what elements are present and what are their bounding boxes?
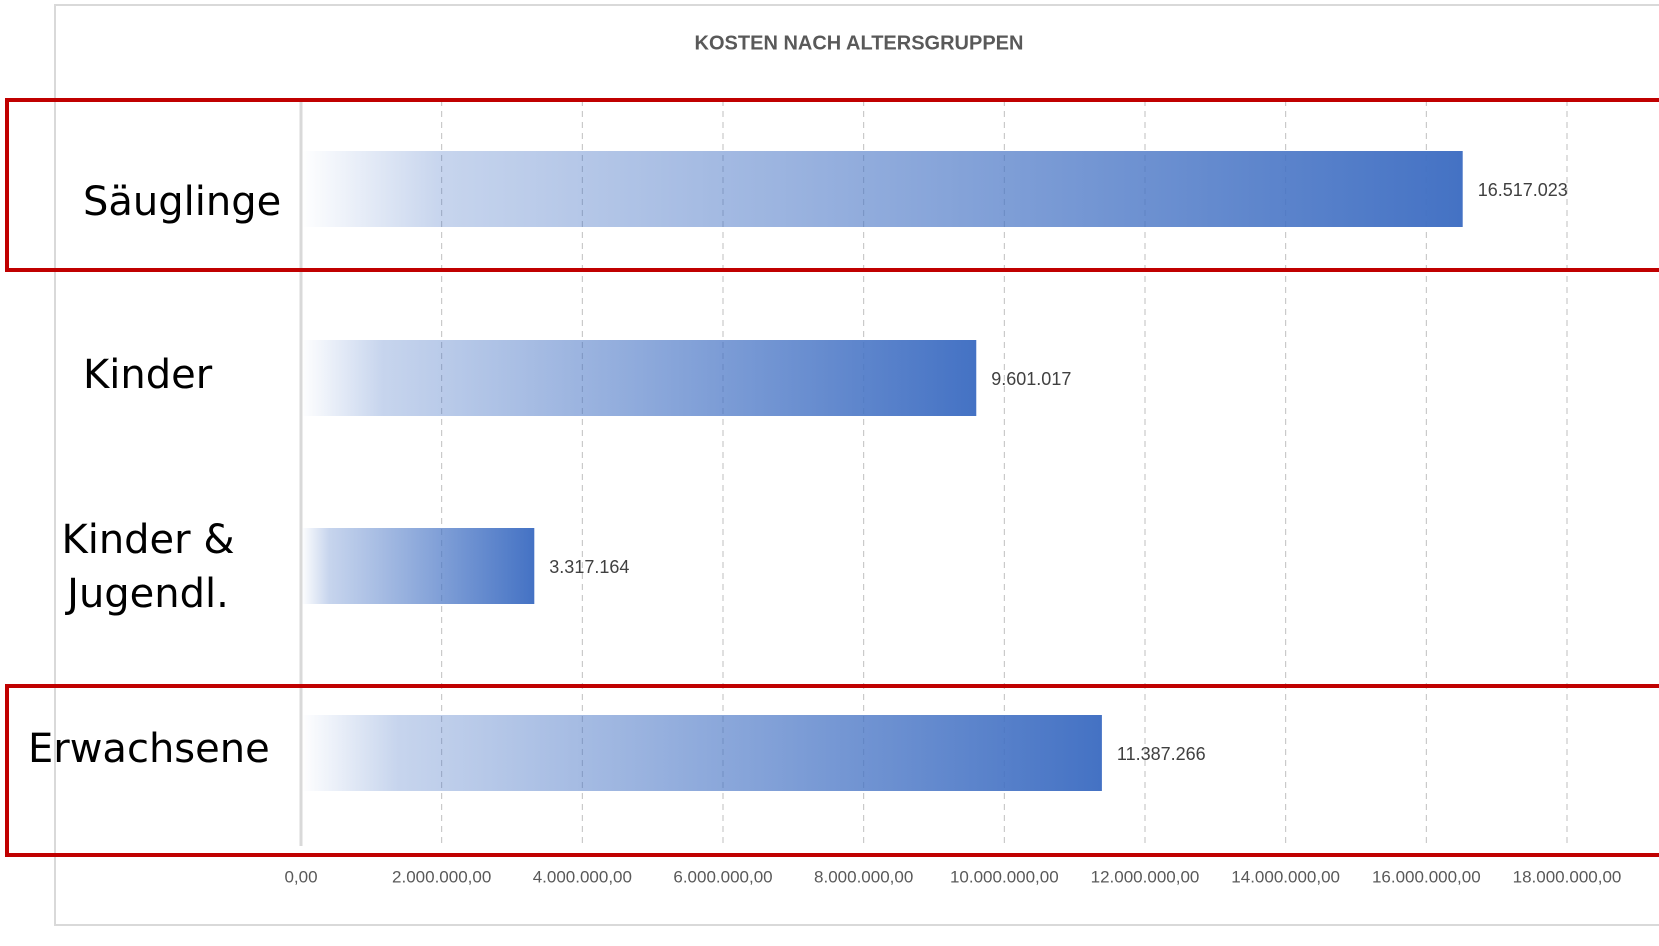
x-tick-label: 6.000.000,00 bbox=[673, 867, 772, 886]
category-label: Kinder & Jugendl. bbox=[61, 517, 235, 617]
category-label: Säuglinge bbox=[83, 179, 282, 225]
chart-title: KOSTEN NACH ALTERSGRUPPEN bbox=[695, 32, 1024, 54]
bar bbox=[301, 340, 977, 416]
bar bbox=[301, 715, 1102, 791]
x-tick-label: 14.000.000,00 bbox=[1231, 867, 1340, 886]
bar bbox=[301, 528, 535, 604]
x-tick-label: 12.000.000,00 bbox=[1091, 867, 1200, 886]
bar bbox=[301, 151, 1463, 227]
x-tick-label: 0,00 bbox=[284, 867, 317, 886]
highlight-box bbox=[5, 98, 1659, 272]
value-label: 11.387.266 bbox=[1117, 744, 1206, 764]
value-label: 3.317.164 bbox=[549, 557, 629, 577]
x-tick-label: 2.000.000,00 bbox=[392, 867, 491, 886]
value-label: 16.517.023 bbox=[1478, 180, 1568, 200]
x-tick-label: 4.000.000,00 bbox=[533, 867, 632, 886]
category-label: Erwachsene bbox=[28, 726, 270, 772]
x-tick-label: 18.000.000,00 bbox=[1513, 867, 1622, 886]
highlight-box bbox=[5, 684, 1659, 857]
x-tick-label: 8.000.000,00 bbox=[814, 867, 913, 886]
x-tick-label: 16.000.000,00 bbox=[1372, 867, 1481, 886]
category-label: Kinder bbox=[83, 352, 213, 398]
chart-border bbox=[54, 4, 1659, 926]
x-tick-label: 10.000.000,00 bbox=[950, 867, 1059, 886]
value-label: 9.601.017 bbox=[991, 369, 1071, 389]
